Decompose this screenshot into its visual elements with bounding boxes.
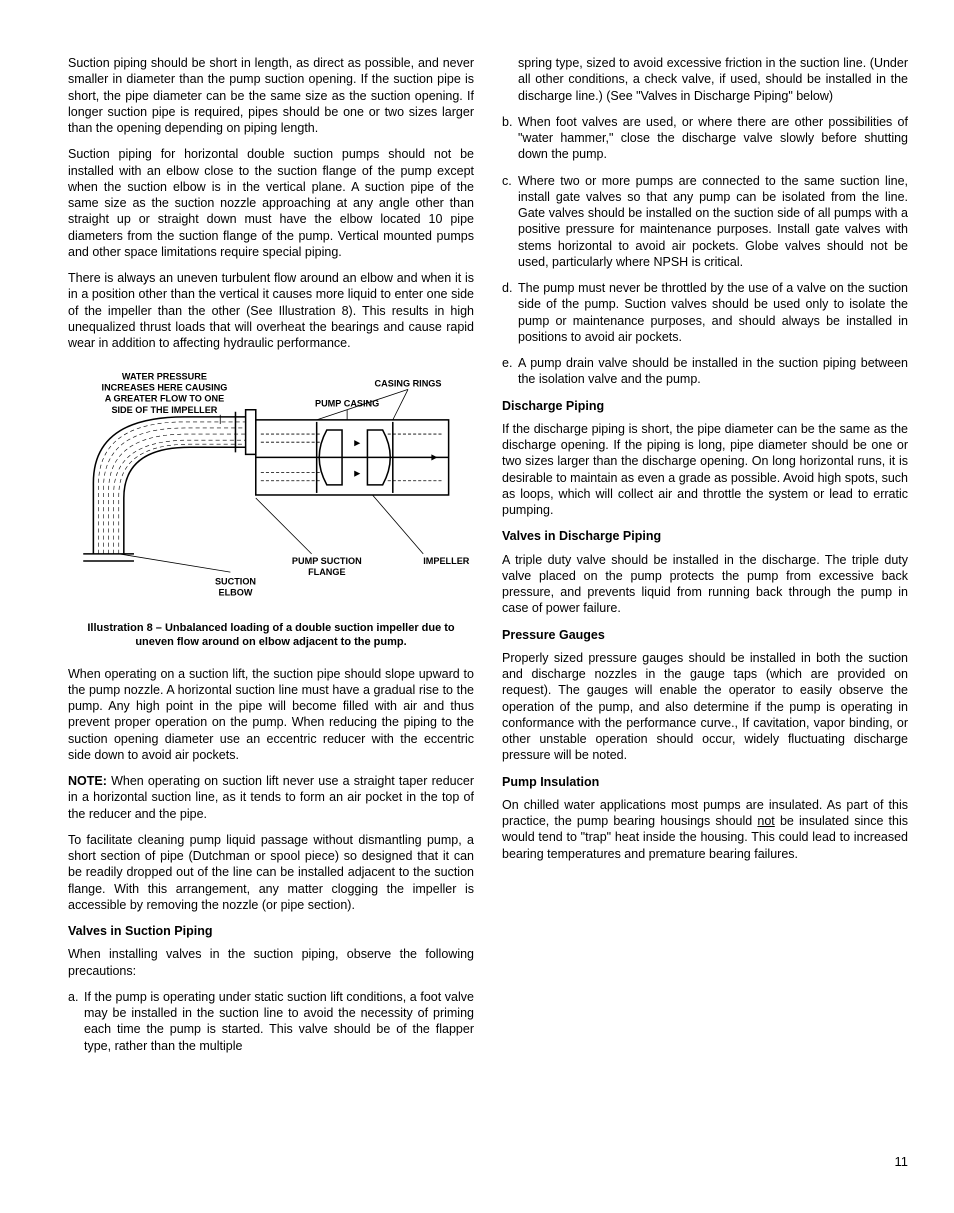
heading-pump-insulation: Pump Insulation — [502, 774, 908, 790]
fig-label-water-pressure-3: A GREATER FLOW TO ONE — [105, 394, 224, 404]
fig-label-water-pressure-2: INCREASES HERE CAUSING — [102, 383, 228, 393]
left-column: Suction piping should be short in length… — [68, 55, 474, 1064]
list-item-e: e. A pump drain valve should be installe… — [502, 355, 908, 388]
heading-valves-suction: Valves in Suction Piping — [68, 923, 474, 939]
right-column: spring type, sized to avoid excessive fr… — [502, 55, 908, 1064]
fig-label-suction-2: ELBOW — [218, 588, 252, 598]
note-label: NOTE: — [68, 774, 107, 788]
list-body: spring type, sized to avoid excessive fr… — [518, 55, 908, 104]
paragraph: A triple duty valve should be installed … — [502, 552, 908, 617]
list-letter: b. — [502, 114, 518, 163]
suction-valve-list: a. If the pump is operating under static… — [68, 989, 474, 1054]
heading-discharge-piping: Discharge Piping — [502, 398, 908, 414]
list-body: When foot valves are used, or where ther… — [518, 114, 908, 163]
illustration-8-svg: WATER PRESSURE INCREASES HERE CAUSING A … — [68, 361, 474, 615]
illustration-8-caption: Illustration 8 – Unbalanced loading of a… — [78, 621, 464, 650]
list-letter: d. — [502, 280, 518, 345]
list-letter: c. — [502, 173, 518, 271]
list-letter-empty — [502, 55, 518, 104]
list-body: The pump must never be throttled by the … — [518, 280, 908, 345]
list-letter: e. — [502, 355, 518, 388]
two-column-layout: Suction piping should be short in length… — [68, 55, 908, 1064]
list-body: Where two or more pumps are connected to… — [518, 173, 908, 271]
paragraph: Suction piping for horizontal double suc… — [68, 146, 474, 260]
paragraph: When operating on a suction lift, the su… — [68, 666, 474, 764]
paragraph: To facilitate cleaning pump liquid passa… — [68, 832, 474, 913]
note-body: When operating on suction lift never use… — [68, 774, 474, 821]
fig-label-pump-suction-1: PUMP SUCTION — [292, 556, 362, 566]
page-number: 11 — [68, 1154, 908, 1171]
paragraph: If the discharge piping is short, the pi… — [502, 421, 908, 519]
list-item-c: c. Where two or more pumps are connected… — [502, 173, 908, 271]
insulation-underline: not — [757, 814, 774, 828]
note-paragraph: NOTE: When operating on suction lift nev… — [68, 773, 474, 822]
illustration-8: WATER PRESSURE INCREASES HERE CAUSING A … — [68, 361, 474, 615]
paragraph-insulation: On chilled water applications most pumps… — [502, 797, 908, 862]
suction-valve-list-continued: spring type, sized to avoid excessive fr… — [502, 55, 908, 388]
fig-label-pump-suction-2: FLANGE — [308, 567, 346, 577]
fig-label-water-pressure-4: SIDE OF THE IMPELLER — [111, 405, 217, 415]
fig-label-suction-1: SUCTION — [215, 577, 256, 587]
list-item-b: b. When foot valves are used, or where t… — [502, 114, 908, 163]
fig-label-impeller: IMPELLER — [423, 556, 470, 566]
list-item-a: a. If the pump is operating under static… — [68, 989, 474, 1054]
paragraph: When installing valves in the suction pi… — [68, 946, 474, 979]
paragraph: Suction piping should be short in length… — [68, 55, 474, 136]
heading-pressure-gauges: Pressure Gauges — [502, 627, 908, 643]
list-body: A pump drain valve should be installed i… — [518, 355, 908, 388]
fig-label-pump-casing: PUMP CASING — [315, 399, 379, 409]
paragraph: Properly sized pressure gauges should be… — [502, 650, 908, 764]
heading-valves-discharge: Valves in Discharge Piping — [502, 528, 908, 544]
fig-label-water-pressure: WATER PRESSURE — [122, 372, 207, 382]
list-body: If the pump is operating under static su… — [84, 989, 474, 1054]
list-item-d: d. The pump must never be throttled by t… — [502, 280, 908, 345]
list-letter: a. — [68, 989, 84, 1054]
fig-label-casing-rings: CASING RINGS — [375, 379, 442, 389]
paragraph: There is always an uneven turbulent flow… — [68, 270, 474, 351]
list-item-a-continued: spring type, sized to avoid excessive fr… — [502, 55, 908, 104]
